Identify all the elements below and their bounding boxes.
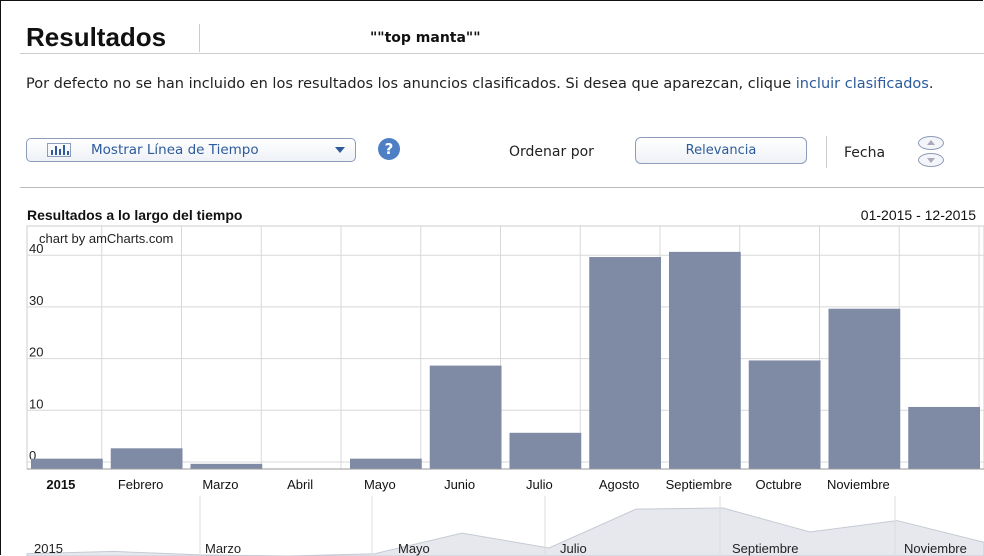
bar-chart-icon bbox=[47, 143, 71, 157]
include-classifieds-link[interactable]: incluir clasificados bbox=[795, 76, 929, 92]
header-underline bbox=[20, 53, 984, 54]
navigator-label: Noviembre bbox=[904, 541, 967, 556]
bar-2015 bbox=[31, 458, 103, 469]
x-tick-label: Julio bbox=[526, 477, 553, 492]
x-tick-label: Junio bbox=[444, 477, 475, 492]
sort-by-label: Ordenar por bbox=[509, 144, 594, 160]
x-tick-label: Febrero bbox=[118, 477, 164, 492]
navigator-label: 2015 bbox=[34, 541, 63, 556]
show-timeline-label: Mostrar Línea de Tiempo bbox=[91, 142, 259, 158]
y-tick-label: 10 bbox=[29, 396, 43, 411]
navigator-label: Mayo bbox=[398, 541, 430, 556]
date-sort-toggle[interactable] bbox=[918, 136, 946, 170]
navigator-label: Marzo bbox=[205, 541, 241, 556]
show-timeline-dropdown[interactable]: Mostrar Línea de Tiempo bbox=[26, 138, 356, 162]
bar-febrero bbox=[110, 448, 183, 469]
bar-octubre bbox=[748, 360, 821, 469]
chart-credit: chart by amCharts.com bbox=[39, 231, 173, 246]
bar-marzo bbox=[190, 463, 263, 469]
y-tick-label: 0 bbox=[29, 448, 36, 463]
bar-noviembre bbox=[828, 308, 901, 469]
x-tick-label: Septiembre bbox=[666, 477, 732, 492]
bar-julio bbox=[509, 432, 582, 469]
sort-divider bbox=[826, 136, 827, 168]
sort-relevance-button[interactable]: Relevancia bbox=[635, 137, 807, 164]
x-tick-label: 2015 bbox=[46, 477, 75, 492]
y-tick-label: 20 bbox=[29, 345, 43, 360]
sort-date-label: Fecha bbox=[844, 145, 886, 161]
y-tick-label: 40 bbox=[29, 241, 43, 256]
bar-mayo bbox=[350, 458, 422, 469]
chart-date-range: 01-2015 - 12-2015 bbox=[860, 207, 976, 223]
help-icon[interactable]: ? bbox=[378, 138, 400, 160]
search-query: ""top manta"" bbox=[370, 30, 481, 46]
bar-diciembre bbox=[908, 406, 980, 469]
navigator-area bbox=[26, 507, 984, 556]
x-tick-label: Octubre bbox=[756, 477, 802, 492]
chevron-down-icon bbox=[335, 147, 345, 153]
bar-junio bbox=[429, 365, 502, 469]
sort-ascending-icon[interactable] bbox=[918, 136, 944, 150]
notice-text: Por defecto no se han incluido en los re… bbox=[26, 76, 796, 92]
sort-descending-icon[interactable] bbox=[918, 153, 944, 167]
chart-title: Resultados a lo largo del tiempo bbox=[27, 207, 243, 223]
bar-agosto bbox=[589, 257, 661, 469]
navigator-label: Septiembre bbox=[732, 541, 798, 556]
y-tick-label: 30 bbox=[29, 293, 43, 308]
x-tick-label: Abril bbox=[287, 477, 313, 492]
timeline-navigator[interactable]: 2015 Marzo Mayo Julio Septiembre Noviembre bbox=[0, 496, 984, 556]
classifieds-notice: Por defecto no se han incluido en los re… bbox=[26, 75, 966, 93]
x-tick-label: Marzo bbox=[202, 477, 238, 492]
bar-septiembre bbox=[669, 251, 741, 469]
x-tick-label: Noviembre bbox=[827, 477, 890, 492]
page-title: Resultados bbox=[26, 22, 167, 52]
x-tick-label: Mayo bbox=[364, 477, 396, 492]
navigator-label: Julio bbox=[560, 541, 587, 556]
notice-end: . bbox=[928, 76, 934, 92]
x-tick-label: Agosto bbox=[599, 477, 639, 492]
section-divider bbox=[20, 187, 984, 188]
header-divider bbox=[199, 24, 200, 52]
